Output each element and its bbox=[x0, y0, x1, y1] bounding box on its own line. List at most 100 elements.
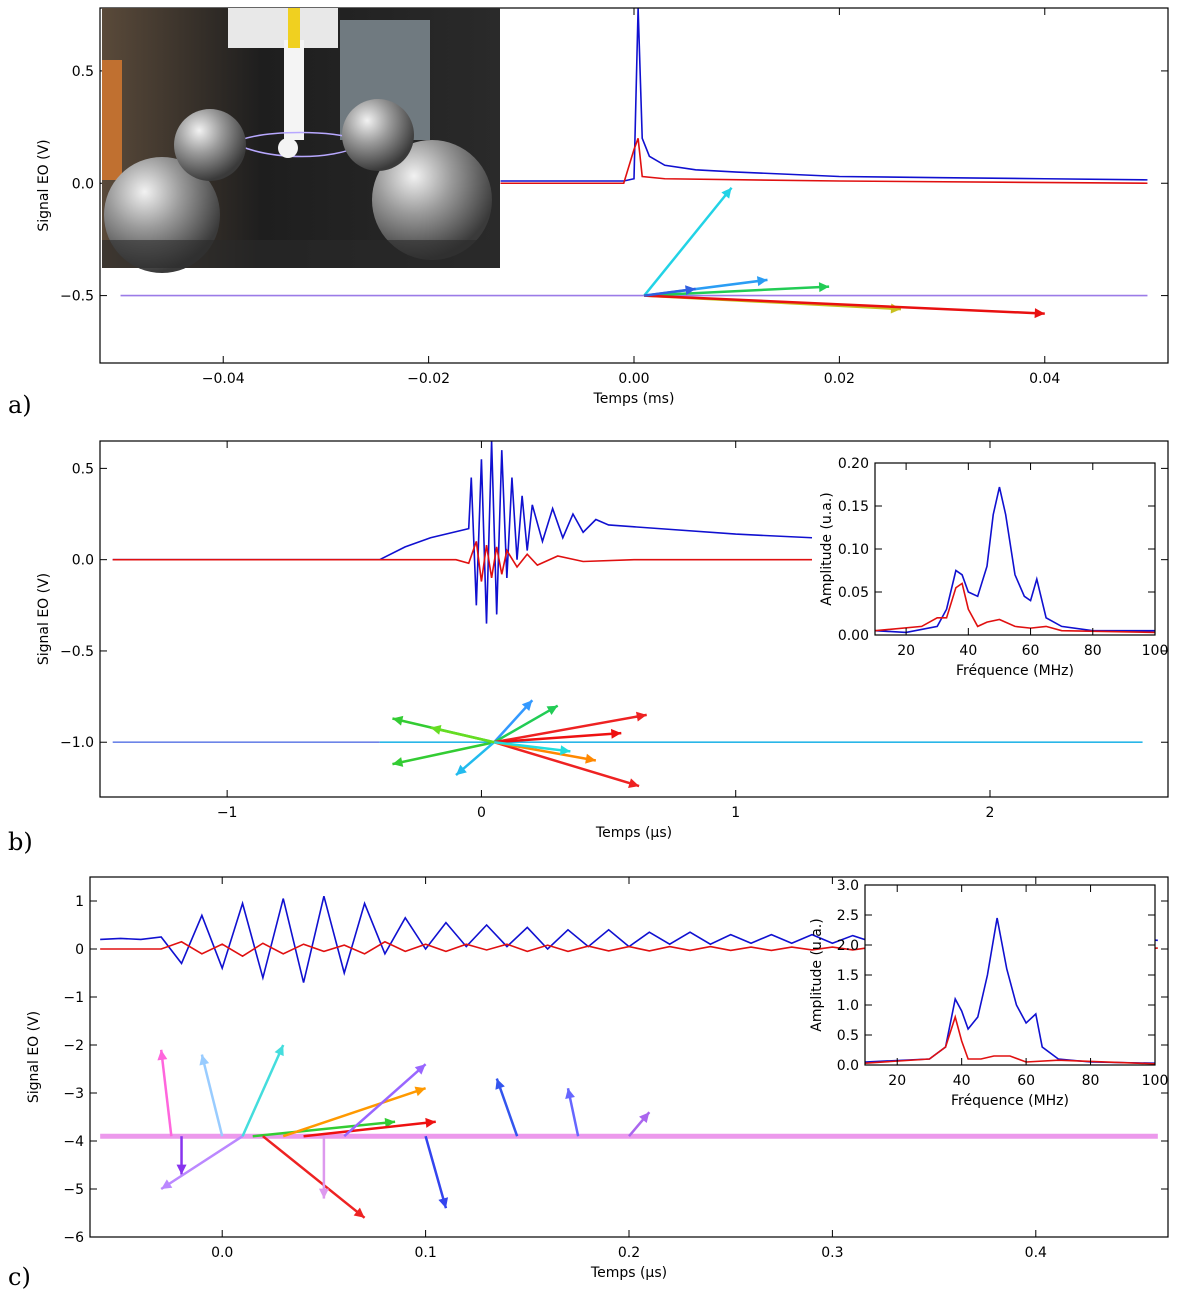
x-tick-label: 40 bbox=[953, 1073, 971, 1089]
field-arrow bbox=[303, 1120, 436, 1138]
x-tick-label: 0 bbox=[477, 805, 486, 821]
y-axis-label: Amplitude (u.a.) bbox=[819, 492, 835, 605]
field-arrow bbox=[493, 713, 647, 744]
y-tick-label: 0.15 bbox=[838, 499, 869, 515]
x-axis-label: Temps (µs) bbox=[595, 825, 672, 841]
y-tick-label: 0.20 bbox=[838, 456, 869, 472]
y-tick-label: 3.0 bbox=[837, 878, 859, 894]
trace bbox=[112, 441, 813, 624]
trace bbox=[500, 8, 1148, 182]
y-tick-label: 1.0 bbox=[837, 998, 859, 1014]
x-tick-label: 100 bbox=[1142, 1073, 1169, 1089]
arrow-head bbox=[438, 1197, 449, 1209]
field-arrow bbox=[200, 1054, 224, 1137]
arrow-head bbox=[890, 303, 901, 314]
arrow-head bbox=[639, 1112, 650, 1124]
plot-area bbox=[100, 895, 1158, 1219]
field-arrow bbox=[644, 285, 830, 297]
panel-label: b) bbox=[8, 828, 33, 856]
arrow-head bbox=[392, 757, 404, 767]
arrow-head bbox=[318, 1188, 329, 1199]
x-tick-label: 0.04 bbox=[1029, 371, 1060, 387]
arrow-head bbox=[199, 1054, 210, 1066]
y-tick-label: 0.05 bbox=[838, 585, 869, 601]
y-tick-label: 0.0 bbox=[72, 553, 94, 569]
arrow-head bbox=[425, 1117, 436, 1128]
x-tick-label: 0.02 bbox=[824, 371, 855, 387]
trace bbox=[500, 138, 1148, 185]
panel-label: a) bbox=[8, 391, 32, 419]
field-arrow bbox=[241, 1044, 285, 1137]
x-tick-label: 60 bbox=[1017, 1073, 1035, 1089]
field-arrow bbox=[644, 294, 1045, 315]
field-arrow bbox=[493, 740, 571, 753]
y-tick-label: −1.0 bbox=[60, 735, 94, 751]
trace bbox=[112, 541, 812, 582]
arrow-head bbox=[521, 700, 533, 712]
plot-area bbox=[120, 8, 1148, 319]
y-tick-label: −5 bbox=[63, 1182, 84, 1198]
y-tick-label: −3 bbox=[63, 1086, 84, 1102]
x-tick-label: −0.02 bbox=[407, 371, 450, 387]
field-arrow bbox=[495, 1078, 519, 1137]
x-tick-label: 60 bbox=[1022, 643, 1040, 659]
field-arrow bbox=[493, 741, 640, 788]
arrow-head bbox=[495, 1078, 505, 1090]
arrow-head bbox=[721, 187, 732, 199]
y-tick-label: 0.0 bbox=[837, 1058, 859, 1074]
arrow-head bbox=[353, 1207, 365, 1218]
arrow-head bbox=[414, 1064, 426, 1075]
arrow-head bbox=[565, 1088, 575, 1100]
x-tick-label: 80 bbox=[1082, 1073, 1100, 1089]
y-tick-label: 1.5 bbox=[837, 968, 859, 984]
x-tick-label: 2 bbox=[986, 805, 995, 821]
field-arrow bbox=[424, 1135, 448, 1209]
inset-background bbox=[875, 463, 1155, 635]
arrow-head bbox=[157, 1049, 168, 1061]
arrow-head bbox=[1034, 308, 1045, 319]
plot-area bbox=[865, 917, 1155, 1065]
arrow-head bbox=[546, 705, 558, 716]
x-tick-label: 0.0 bbox=[211, 1245, 233, 1261]
arrow-head bbox=[628, 778, 640, 788]
x-tick-label: 20 bbox=[888, 1073, 906, 1089]
arrow-head bbox=[384, 1117, 396, 1128]
y-tick-label: −0.5 bbox=[60, 644, 94, 660]
field-arrow bbox=[343, 1063, 427, 1138]
plot-area bbox=[112, 441, 1143, 788]
panel-label: c) bbox=[8, 1263, 31, 1291]
arrow-head bbox=[818, 282, 830, 293]
x-tick-label: 0.1 bbox=[414, 1245, 436, 1261]
arrow-head bbox=[161, 1179, 173, 1189]
plot-area bbox=[875, 486, 1155, 634]
y-tick-label: −4 bbox=[63, 1134, 84, 1150]
y-tick-label: 0.5 bbox=[72, 461, 94, 477]
trace bbox=[875, 486, 1155, 634]
x-tick-label: 40 bbox=[959, 643, 977, 659]
arrow-head bbox=[685, 285, 696, 296]
field-arrow bbox=[262, 1135, 366, 1219]
arrow-head bbox=[756, 276, 768, 287]
y-tick-label: −1 bbox=[63, 990, 84, 1006]
x-tick-label: −0.04 bbox=[202, 371, 245, 387]
field-arrow bbox=[430, 726, 495, 744]
x-tick-label: 80 bbox=[1084, 643, 1102, 659]
y-tick-label: −0.5 bbox=[60, 289, 94, 305]
arrow-head bbox=[635, 711, 647, 722]
field-arrow bbox=[252, 1120, 396, 1138]
arrow-head bbox=[414, 1086, 426, 1097]
field-arrow bbox=[159, 1049, 173, 1137]
y-axis-label: Amplitude (u.a.) bbox=[809, 918, 825, 1031]
y-axis-label: Signal EO (V) bbox=[36, 573, 52, 665]
field-arrow bbox=[494, 731, 622, 744]
x-tick-label: 0.4 bbox=[1025, 1245, 1047, 1261]
arrow-head bbox=[176, 1164, 187, 1175]
x-tick-label: 0.3 bbox=[821, 1245, 843, 1261]
y-tick-label: 1 bbox=[75, 894, 84, 910]
y-tick-label: 0.5 bbox=[837, 1028, 859, 1044]
field-arrow bbox=[493, 704, 559, 744]
y-tick-label: 0.00 bbox=[838, 628, 869, 644]
inset-background bbox=[865, 885, 1155, 1065]
x-axis-label: Temps (ms) bbox=[593, 391, 675, 407]
